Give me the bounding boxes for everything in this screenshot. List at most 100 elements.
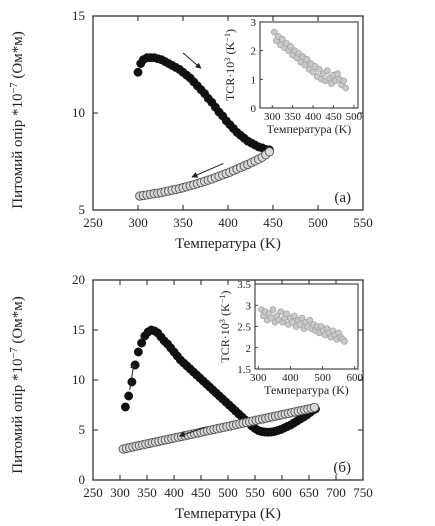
inset-data-point [283,310,290,318]
x-axis-label: Температура (K) [175,506,281,522]
y-tick-label: 15 [72,322,85,337]
x-tick-label: 500 [308,215,328,230]
y-axis-label: Питомий опір *10−7 (Ом*м) [9,31,27,208]
y-axis-label-exponent: −7 [9,82,20,93]
inset: 300 350 400 450 500 0 1 2 3 Температура (K) TCR·10… [223,17,363,136]
inset-x-axis-label: Температура (K) [264,383,349,397]
data-point [309,402,320,413]
x-tick-label: 350 [173,215,193,230]
inset-y-tick-label: 3.5 [237,279,251,291]
inset-y-tick-label: 1.5 [237,364,251,376]
inset-y-label-close: ) [218,290,232,294]
x-tick-label: 450 [263,215,283,230]
panel-label: (б) [333,460,351,476]
inset-y-tick-label: 1 [251,74,257,86]
inset-y-tick-label: 2 [246,343,252,355]
inset-data-point [340,77,348,85]
inset-x-tick-label: 500 [314,372,331,384]
inset-data-point [309,68,317,76]
x-tick-label: 500 [218,485,238,500]
inset-data-point [269,306,277,313]
direction-arrow [178,426,207,438]
inset-data-point [306,316,314,324]
x-tick-label: 450 [191,485,211,500]
inset-data-point [334,70,341,77]
inset-y-label-text: TCR·10 [223,62,237,101]
inset-x-tick-label: 300 [264,111,281,123]
series-open [135,147,275,201]
panel-b: 250 300 350 400 450 500 550 600 650 700 750 0 5 10 15 2… [9,272,373,522]
y-axis-label-text: Питомий опір *10 [10,359,26,474]
inset-data-point [289,318,296,326]
inset-x-tick-label: 450 [325,111,342,123]
inset-y-tick-label: 0 [251,103,257,115]
x-tick-label: 600 [272,485,292,500]
direction-arrow [129,362,137,391]
x-tick-label: 700 [326,485,346,500]
inset-data-point [290,312,298,320]
direction-arrow [182,52,202,69]
inset-data-point [296,321,304,328]
inset-y-axis-label: TCR·103 (K−1) [223,29,238,101]
inset-x-tick-label: 500 [346,111,363,123]
y-tick-label: 0 [79,472,86,487]
inset-data-point [303,55,311,63]
inset-data-point [279,35,286,43]
x-tick-label: 300 [128,215,148,230]
inset-y-label-unit: (K [218,303,232,319]
inset-x-tick-label: 400 [305,111,322,123]
inset-data-point [298,314,306,322]
x-tick-label: 550 [245,485,265,500]
x-tick-label: 400 [218,215,238,230]
inset-x-axis-label: Температура (K) [267,122,352,136]
y-axis-label-text: Питомий опір *10 [10,94,26,209]
data-point [124,391,134,401]
inset-x-tick-label: 350 [284,111,301,123]
panel-label: (a) [334,190,351,206]
x-tick-label: 750 [353,485,373,500]
inset-y-label-unit: (K [223,42,237,58]
x-tick-label: 350 [137,485,157,500]
inset-data-point [315,66,323,73]
inset-data-point [324,67,331,75]
direction-arrow [191,162,224,178]
inset-y-label-close: ) [223,29,237,33]
x-tick-label: 250 [83,215,103,230]
inset: 300 400 500 600 1.5 2 2.5 3 3.5 Температура (K) TC… [218,279,364,397]
data-point [133,67,143,77]
inset-y-tick-label: 3 [251,17,257,29]
data-point [120,402,130,412]
y-tick-label: 20 [72,272,85,287]
inset-y-label-text: TCR·10 [218,323,232,362]
data-point [133,347,143,357]
x-tick-label: 550 [353,215,373,230]
y-tick-label: 10 [72,105,85,120]
inset-x-tick-label: 600 [347,372,364,384]
y-axis-label-exponent: −7 [9,347,20,358]
y-axis-label-unit: (Ом*м) [10,31,26,82]
y-tick-label: 5 [79,422,86,437]
inset-y-tick-label: 2.5 [237,322,251,334]
inset-data-point [270,28,278,36]
data-point [130,360,140,370]
y-axis-label: Питомий опір *10−7 (Ом*м) [9,296,27,473]
x-tick-label: 650 [299,485,319,500]
inset-y-label-exponent: 3 [218,319,227,323]
inset-data-point [301,61,309,69]
x-tick-label: 400 [164,485,184,500]
inset-y-tick-label: 3 [246,300,252,312]
inset-data-point [267,314,275,322]
series-open [118,402,320,454]
x-tick-label: 300 [110,485,130,500]
inset-data-point [342,84,350,92]
inset-y-label-unit-exponent: −1 [223,33,232,42]
inset-x-tick-label: 400 [282,372,299,384]
inset-y-label-exponent: 3 [223,58,232,62]
inset-x-tick-label: 300 [250,372,267,384]
x-tick-label: 250 [83,485,103,500]
data-point [264,147,275,157]
inset-data-point [287,43,294,50]
y-tick-label: 15 [72,8,85,23]
